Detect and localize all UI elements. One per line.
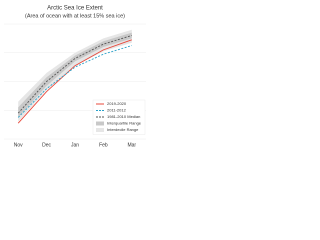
chart-subtitle: (Area of ocean with at least 15% sea ice… [25, 13, 125, 19]
x-tick-label: Feb [99, 142, 108, 148]
x-tick-label: Nov [14, 142, 23, 148]
legend-label: Interquartile Range [107, 121, 142, 126]
series-line [17, 45, 132, 118]
x-tick-label: Dec [42, 142, 51, 148]
range-band [18, 32, 132, 118]
legend-swatch [96, 128, 104, 132]
legend-label: 1981-2010 Median [107, 114, 140, 119]
series-line [17, 39, 132, 124]
chart-title: Arctic Sea Ice Extent [47, 6, 103, 12]
page: Arctic Sea Ice Extent (Area of ocean wit… [0, 0, 150, 150]
series-line [17, 35, 132, 114]
legend-swatch [96, 121, 104, 126]
x-tick-label: Mar [127, 142, 136, 148]
chart: Arctic Sea Ice Extent (Area of ocean wit… [0, 0, 150, 150]
legend-label: 2019-2020 [107, 101, 127, 106]
legend-label: Interdecile Range [107, 127, 139, 132]
x-tick-label: Jan [71, 142, 79, 148]
legend-label: 2011-2012 [107, 108, 127, 113]
